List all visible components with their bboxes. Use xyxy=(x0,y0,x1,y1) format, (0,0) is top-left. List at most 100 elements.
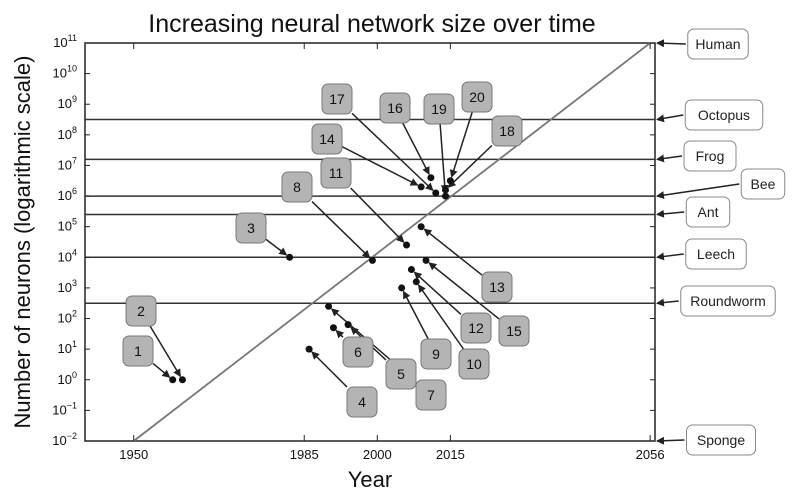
data-point xyxy=(398,284,406,292)
point-label-text: 13 xyxy=(489,279,505,295)
reference-label-roundworm: Roundworm xyxy=(690,293,765,309)
point-arrow xyxy=(428,262,500,320)
reference-label-box xyxy=(680,285,776,317)
point-label-text: 4 xyxy=(358,394,366,410)
point-label-box xyxy=(346,386,378,418)
x-tick-label: 1950 xyxy=(119,447,148,462)
reference-label-box xyxy=(683,140,737,172)
point-label-box xyxy=(423,93,455,125)
trend-line-group xyxy=(133,42,651,442)
data-point xyxy=(442,186,450,194)
x-tick-label: 2000 xyxy=(363,447,392,462)
point-label-text: 2 xyxy=(137,303,145,319)
x-tick-label: 2015 xyxy=(436,447,465,462)
point-label-box xyxy=(320,157,352,189)
point-arrows xyxy=(149,111,500,388)
point-label-box xyxy=(379,92,411,124)
data-point xyxy=(344,321,352,329)
point-label-box xyxy=(491,115,523,147)
x-axis-label: Year xyxy=(348,467,392,492)
point-arrow xyxy=(423,228,483,276)
point-label-text: 16 xyxy=(387,100,403,116)
reference-label-box xyxy=(740,168,786,200)
point-label-box xyxy=(125,295,157,327)
y-tick-label: 105 xyxy=(58,217,77,234)
reference-label-box xyxy=(685,238,747,270)
reference-arrow xyxy=(656,209,685,218)
point-arrow xyxy=(311,351,348,388)
point-label-text: 15 xyxy=(506,323,522,339)
data-points xyxy=(169,174,454,384)
y-tick-label: 109 xyxy=(58,94,77,111)
data-point xyxy=(427,174,435,182)
reference-arrow xyxy=(656,39,686,48)
point-label-box xyxy=(321,83,353,115)
y-tick-label: 104 xyxy=(58,247,77,264)
y-tick-label: 101 xyxy=(58,339,77,356)
point-label-box xyxy=(498,315,530,347)
y-tick-label: 10−2 xyxy=(52,431,77,448)
reference-label-human: Human xyxy=(695,36,740,52)
data-point xyxy=(305,345,313,353)
reference-arrow xyxy=(656,114,684,123)
y-tick-label: 102 xyxy=(58,309,77,326)
point-label-text: 5 xyxy=(397,366,405,382)
data-point xyxy=(422,256,430,264)
point-label-box xyxy=(461,81,493,113)
data-point xyxy=(368,256,376,264)
reference-arrow xyxy=(656,183,740,200)
point-arrow xyxy=(413,271,462,315)
reference-label-box xyxy=(684,99,764,131)
y-axis-ticks: 10−210−110010110210310410510610710810910… xyxy=(52,33,655,448)
data-point xyxy=(417,223,425,231)
point-label-text: 19 xyxy=(431,101,447,117)
x-axis-ticks: 1950 1985 2000 2015 2056 xyxy=(119,43,665,462)
point-label-box xyxy=(235,212,267,244)
reference-label-box xyxy=(687,28,749,60)
point-label-text: 1 xyxy=(134,343,142,359)
point-label-box xyxy=(342,336,374,368)
x-tick-label: 1985 xyxy=(290,447,319,462)
point-label-box xyxy=(122,335,154,367)
point-label-text: 9 xyxy=(432,346,440,362)
y-tick-label: 10−1 xyxy=(52,400,77,417)
point-arrow xyxy=(449,111,473,178)
point-arrow xyxy=(447,144,493,188)
data-point xyxy=(325,302,333,310)
point-label-box xyxy=(415,379,447,411)
data-point xyxy=(432,189,440,197)
data-point xyxy=(329,324,337,332)
point-arrow xyxy=(152,362,171,378)
point-label-box xyxy=(458,348,490,380)
point-label-text: 11 xyxy=(329,165,344,181)
y-tick-label: 100 xyxy=(58,370,77,387)
y-tick-label: 108 xyxy=(58,125,77,142)
point-arrow xyxy=(439,123,449,194)
reference-arrow xyxy=(656,154,683,163)
point-arrow xyxy=(335,329,345,339)
point-label-box xyxy=(420,338,452,370)
data-point xyxy=(442,192,450,200)
point-label-text: 14 xyxy=(319,131,335,147)
point-label-text: 7 xyxy=(427,387,435,403)
trend-line xyxy=(133,42,651,442)
point-label-box xyxy=(311,123,343,155)
point-label-box xyxy=(481,271,513,303)
point-label-text: 8 xyxy=(293,179,301,195)
point-arrow xyxy=(311,201,371,259)
point-label-box xyxy=(281,171,313,203)
point-arrow xyxy=(149,325,182,378)
reference-lines xyxy=(85,118,655,304)
point-arrow xyxy=(402,290,429,340)
reference-arrow xyxy=(656,436,685,445)
chart-title: Increasing neural network size over time xyxy=(148,10,595,38)
reference-label-sponge: Sponge xyxy=(697,432,745,448)
y-tick-label: 1010 xyxy=(53,64,77,81)
point-arrow xyxy=(265,238,288,256)
point-arrow xyxy=(351,112,434,191)
y-tick-label: 103 xyxy=(58,278,77,295)
y-tick-label: 1011 xyxy=(53,33,77,50)
point-arrow xyxy=(402,122,430,176)
